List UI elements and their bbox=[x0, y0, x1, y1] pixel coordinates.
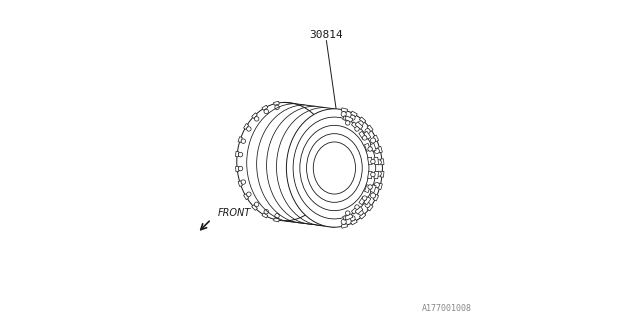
Circle shape bbox=[264, 210, 269, 214]
Circle shape bbox=[355, 205, 359, 209]
Polygon shape bbox=[367, 125, 373, 132]
Circle shape bbox=[346, 121, 350, 125]
Circle shape bbox=[368, 185, 372, 189]
Polygon shape bbox=[365, 185, 371, 193]
Polygon shape bbox=[374, 157, 378, 165]
Circle shape bbox=[341, 219, 346, 224]
Circle shape bbox=[241, 180, 246, 184]
Polygon shape bbox=[355, 122, 363, 129]
Polygon shape bbox=[370, 143, 376, 151]
Polygon shape bbox=[274, 101, 279, 105]
Circle shape bbox=[238, 166, 243, 171]
Circle shape bbox=[255, 116, 259, 121]
Polygon shape bbox=[378, 183, 382, 189]
Ellipse shape bbox=[307, 134, 362, 202]
Polygon shape bbox=[351, 207, 359, 214]
Circle shape bbox=[255, 202, 259, 207]
Circle shape bbox=[246, 127, 251, 131]
Ellipse shape bbox=[300, 125, 369, 211]
Polygon shape bbox=[244, 194, 249, 200]
Text: FRONT: FRONT bbox=[218, 208, 251, 218]
Polygon shape bbox=[238, 181, 243, 187]
Circle shape bbox=[246, 192, 251, 196]
Polygon shape bbox=[238, 137, 243, 142]
Polygon shape bbox=[360, 117, 366, 123]
Polygon shape bbox=[236, 151, 239, 157]
Polygon shape bbox=[236, 166, 239, 172]
Circle shape bbox=[350, 216, 355, 221]
Polygon shape bbox=[367, 204, 373, 211]
Circle shape bbox=[264, 109, 269, 114]
Polygon shape bbox=[262, 213, 268, 218]
Circle shape bbox=[355, 127, 359, 131]
Polygon shape bbox=[370, 185, 376, 193]
Polygon shape bbox=[359, 131, 366, 139]
Circle shape bbox=[374, 182, 380, 188]
Circle shape bbox=[275, 213, 279, 218]
Polygon shape bbox=[342, 116, 351, 122]
Polygon shape bbox=[262, 105, 268, 110]
Polygon shape bbox=[364, 131, 371, 139]
Circle shape bbox=[368, 147, 372, 151]
Circle shape bbox=[371, 172, 375, 177]
Circle shape bbox=[362, 196, 367, 200]
Circle shape bbox=[365, 202, 370, 207]
Polygon shape bbox=[378, 147, 382, 153]
Circle shape bbox=[238, 152, 243, 157]
Polygon shape bbox=[365, 143, 371, 151]
Circle shape bbox=[371, 159, 375, 164]
Polygon shape bbox=[368, 157, 372, 165]
Polygon shape bbox=[364, 197, 371, 205]
Polygon shape bbox=[341, 224, 348, 228]
Ellipse shape bbox=[293, 117, 376, 219]
Polygon shape bbox=[351, 219, 357, 225]
Polygon shape bbox=[274, 218, 279, 222]
Circle shape bbox=[358, 121, 363, 126]
Ellipse shape bbox=[237, 102, 333, 221]
Circle shape bbox=[365, 129, 370, 134]
Circle shape bbox=[376, 171, 381, 176]
Polygon shape bbox=[380, 159, 384, 165]
Polygon shape bbox=[359, 197, 366, 205]
Polygon shape bbox=[355, 207, 363, 214]
Polygon shape bbox=[380, 171, 384, 177]
Polygon shape bbox=[252, 205, 257, 210]
Ellipse shape bbox=[287, 109, 383, 227]
Polygon shape bbox=[345, 116, 353, 122]
Circle shape bbox=[241, 139, 246, 143]
Polygon shape bbox=[341, 108, 348, 112]
Polygon shape bbox=[374, 171, 378, 179]
Circle shape bbox=[358, 210, 363, 215]
Polygon shape bbox=[244, 124, 249, 129]
Polygon shape bbox=[351, 111, 357, 117]
Circle shape bbox=[362, 136, 367, 140]
Polygon shape bbox=[342, 214, 351, 220]
Polygon shape bbox=[252, 113, 257, 118]
Circle shape bbox=[376, 160, 381, 165]
Circle shape bbox=[371, 193, 376, 198]
Polygon shape bbox=[360, 213, 366, 219]
Polygon shape bbox=[345, 214, 353, 220]
Circle shape bbox=[371, 138, 376, 143]
Text: A177001008: A177001008 bbox=[422, 304, 472, 313]
Circle shape bbox=[346, 211, 350, 215]
Circle shape bbox=[350, 115, 355, 120]
Polygon shape bbox=[351, 122, 359, 129]
Circle shape bbox=[275, 105, 279, 110]
Text: 30814: 30814 bbox=[310, 30, 343, 40]
Polygon shape bbox=[373, 194, 379, 201]
Circle shape bbox=[374, 148, 380, 154]
Ellipse shape bbox=[314, 142, 356, 194]
Circle shape bbox=[341, 112, 346, 117]
Polygon shape bbox=[373, 135, 379, 142]
Polygon shape bbox=[368, 171, 372, 179]
